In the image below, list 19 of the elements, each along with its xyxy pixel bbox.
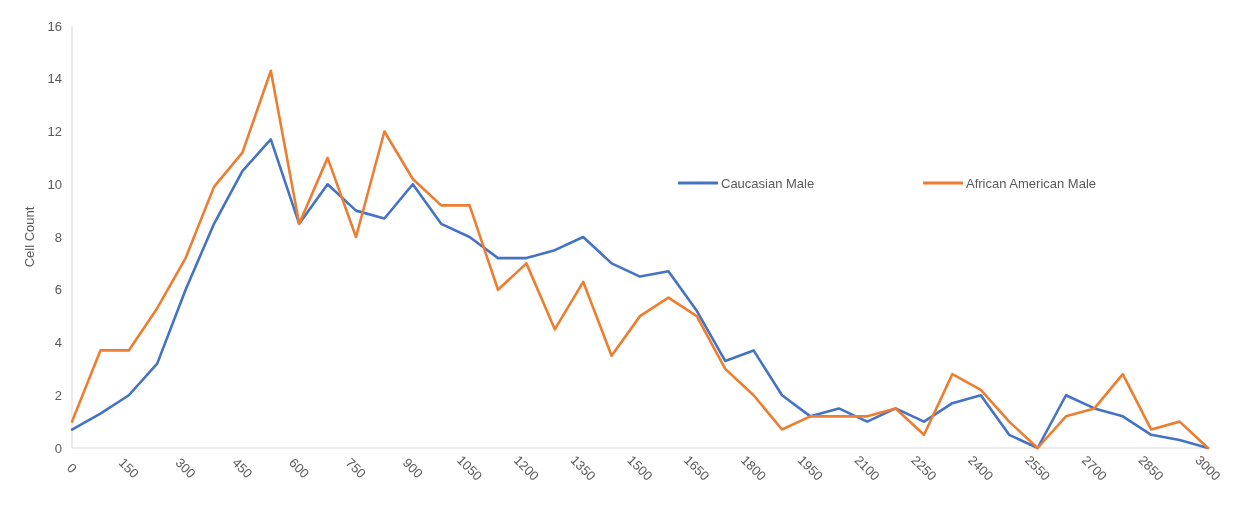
y-tick-label: 14 [47, 71, 62, 87]
y-tick-label: 12 [47, 124, 62, 140]
x-tick-label: 450 [229, 455, 256, 482]
x-tick-label: 300 [172, 455, 199, 482]
x-tick-label: 750 [342, 455, 369, 482]
y-tick-label: 0 [54, 440, 62, 456]
y-tick-label: 10 [47, 176, 62, 192]
y-axis-title: Cell Count [22, 206, 37, 268]
y-tick-label: 8 [54, 229, 62, 245]
x-tick-label: 900 [399, 455, 426, 482]
y-tick-label: 4 [54, 335, 62, 351]
y-tick-label: 16 [47, 18, 62, 34]
x-tick-label: 0 [64, 460, 80, 476]
x-tick-label: 600 [286, 455, 313, 482]
legend-label: Caucasian Male [721, 175, 815, 191]
y-tick-label: 2 [54, 387, 62, 403]
y-tick-label: 6 [54, 282, 62, 298]
x-tick-label: 150 [115, 455, 142, 482]
legend-label: African American Male [966, 175, 1097, 191]
